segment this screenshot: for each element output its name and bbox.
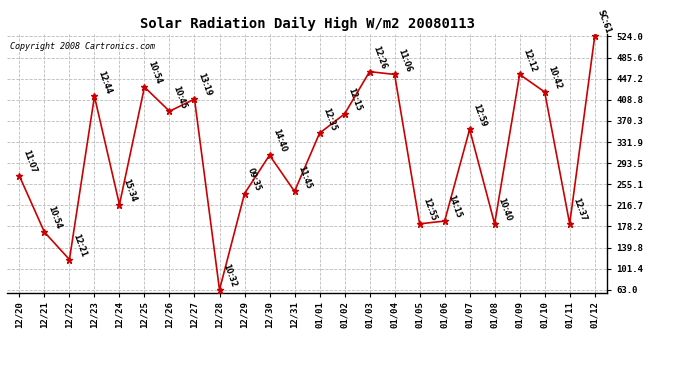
Text: 11:45: 11:45 — [296, 164, 313, 190]
Text: 12:21: 12:21 — [71, 232, 88, 258]
Text: 09:35: 09:35 — [246, 166, 263, 192]
Text: 12:37: 12:37 — [571, 196, 588, 222]
Text: 12:26: 12:26 — [371, 45, 388, 70]
Text: 12:15: 12:15 — [346, 87, 363, 112]
Text: SC:61: SC:61 — [596, 9, 613, 35]
Text: 10:42: 10:42 — [546, 65, 563, 91]
Text: 12:55: 12:55 — [421, 197, 437, 222]
Text: 13:19: 13:19 — [196, 72, 213, 98]
Text: 12:44: 12:44 — [96, 69, 112, 95]
Text: 12:12: 12:12 — [521, 47, 538, 73]
Text: 14:40: 14:40 — [271, 128, 288, 154]
Text: 11:07: 11:07 — [21, 149, 37, 175]
Text: Copyright 2008 Cartronics.com: Copyright 2008 Cartronics.com — [10, 42, 155, 51]
Text: 10:54: 10:54 — [46, 205, 63, 231]
Text: 10:45: 10:45 — [171, 84, 188, 110]
Text: 10:32: 10:32 — [221, 262, 237, 288]
Text: 14:15: 14:15 — [446, 194, 463, 220]
Text: 11:06: 11:06 — [396, 47, 413, 73]
Text: 12:59: 12:59 — [471, 102, 488, 128]
Title: Solar Radiation Daily High W/m2 20080113: Solar Radiation Daily High W/m2 20080113 — [139, 17, 475, 31]
Text: 10:54: 10:54 — [146, 60, 163, 86]
Text: 15:34: 15:34 — [121, 178, 137, 203]
Text: 12:35: 12:35 — [321, 106, 337, 132]
Text: 10:40: 10:40 — [496, 197, 513, 222]
